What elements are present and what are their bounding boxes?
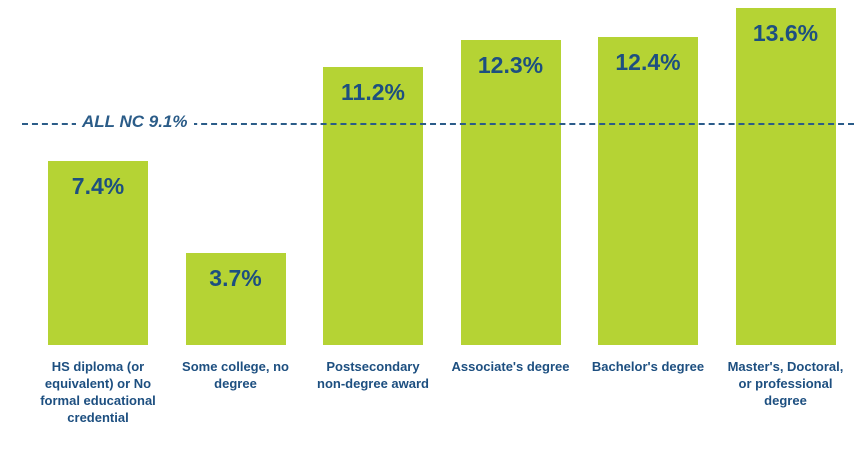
category-label: Master's, Doctoral, or professional degr… bbox=[727, 359, 844, 408]
bar bbox=[185, 253, 286, 345]
category-label: Postsecondary non-degree award bbox=[317, 359, 429, 391]
value-label: 11.2% bbox=[341, 79, 405, 106]
category-label: Some college, no degree bbox=[182, 359, 289, 391]
value-label: 12.4% bbox=[615, 49, 681, 76]
bar bbox=[460, 39, 561, 345]
reference-label: ALL NC 9.1% bbox=[76, 112, 194, 133]
value-label: 3.7% bbox=[209, 265, 262, 292]
value-label: 7.4% bbox=[71, 173, 125, 200]
reference-line bbox=[22, 123, 854, 126]
category-label: Bachelor's degree bbox=[591, 359, 705, 374]
category-label: Associate's degree bbox=[451, 359, 570, 374]
category-label: HS diploma (or equivalent) or No formal … bbox=[40, 359, 156, 425]
bar bbox=[48, 161, 148, 345]
value-label: 13.6% bbox=[752, 19, 819, 46]
bar bbox=[598, 37, 698, 345]
bar bbox=[323, 67, 423, 345]
bar bbox=[735, 7, 836, 345]
value-label: 12.3% bbox=[477, 51, 544, 78]
